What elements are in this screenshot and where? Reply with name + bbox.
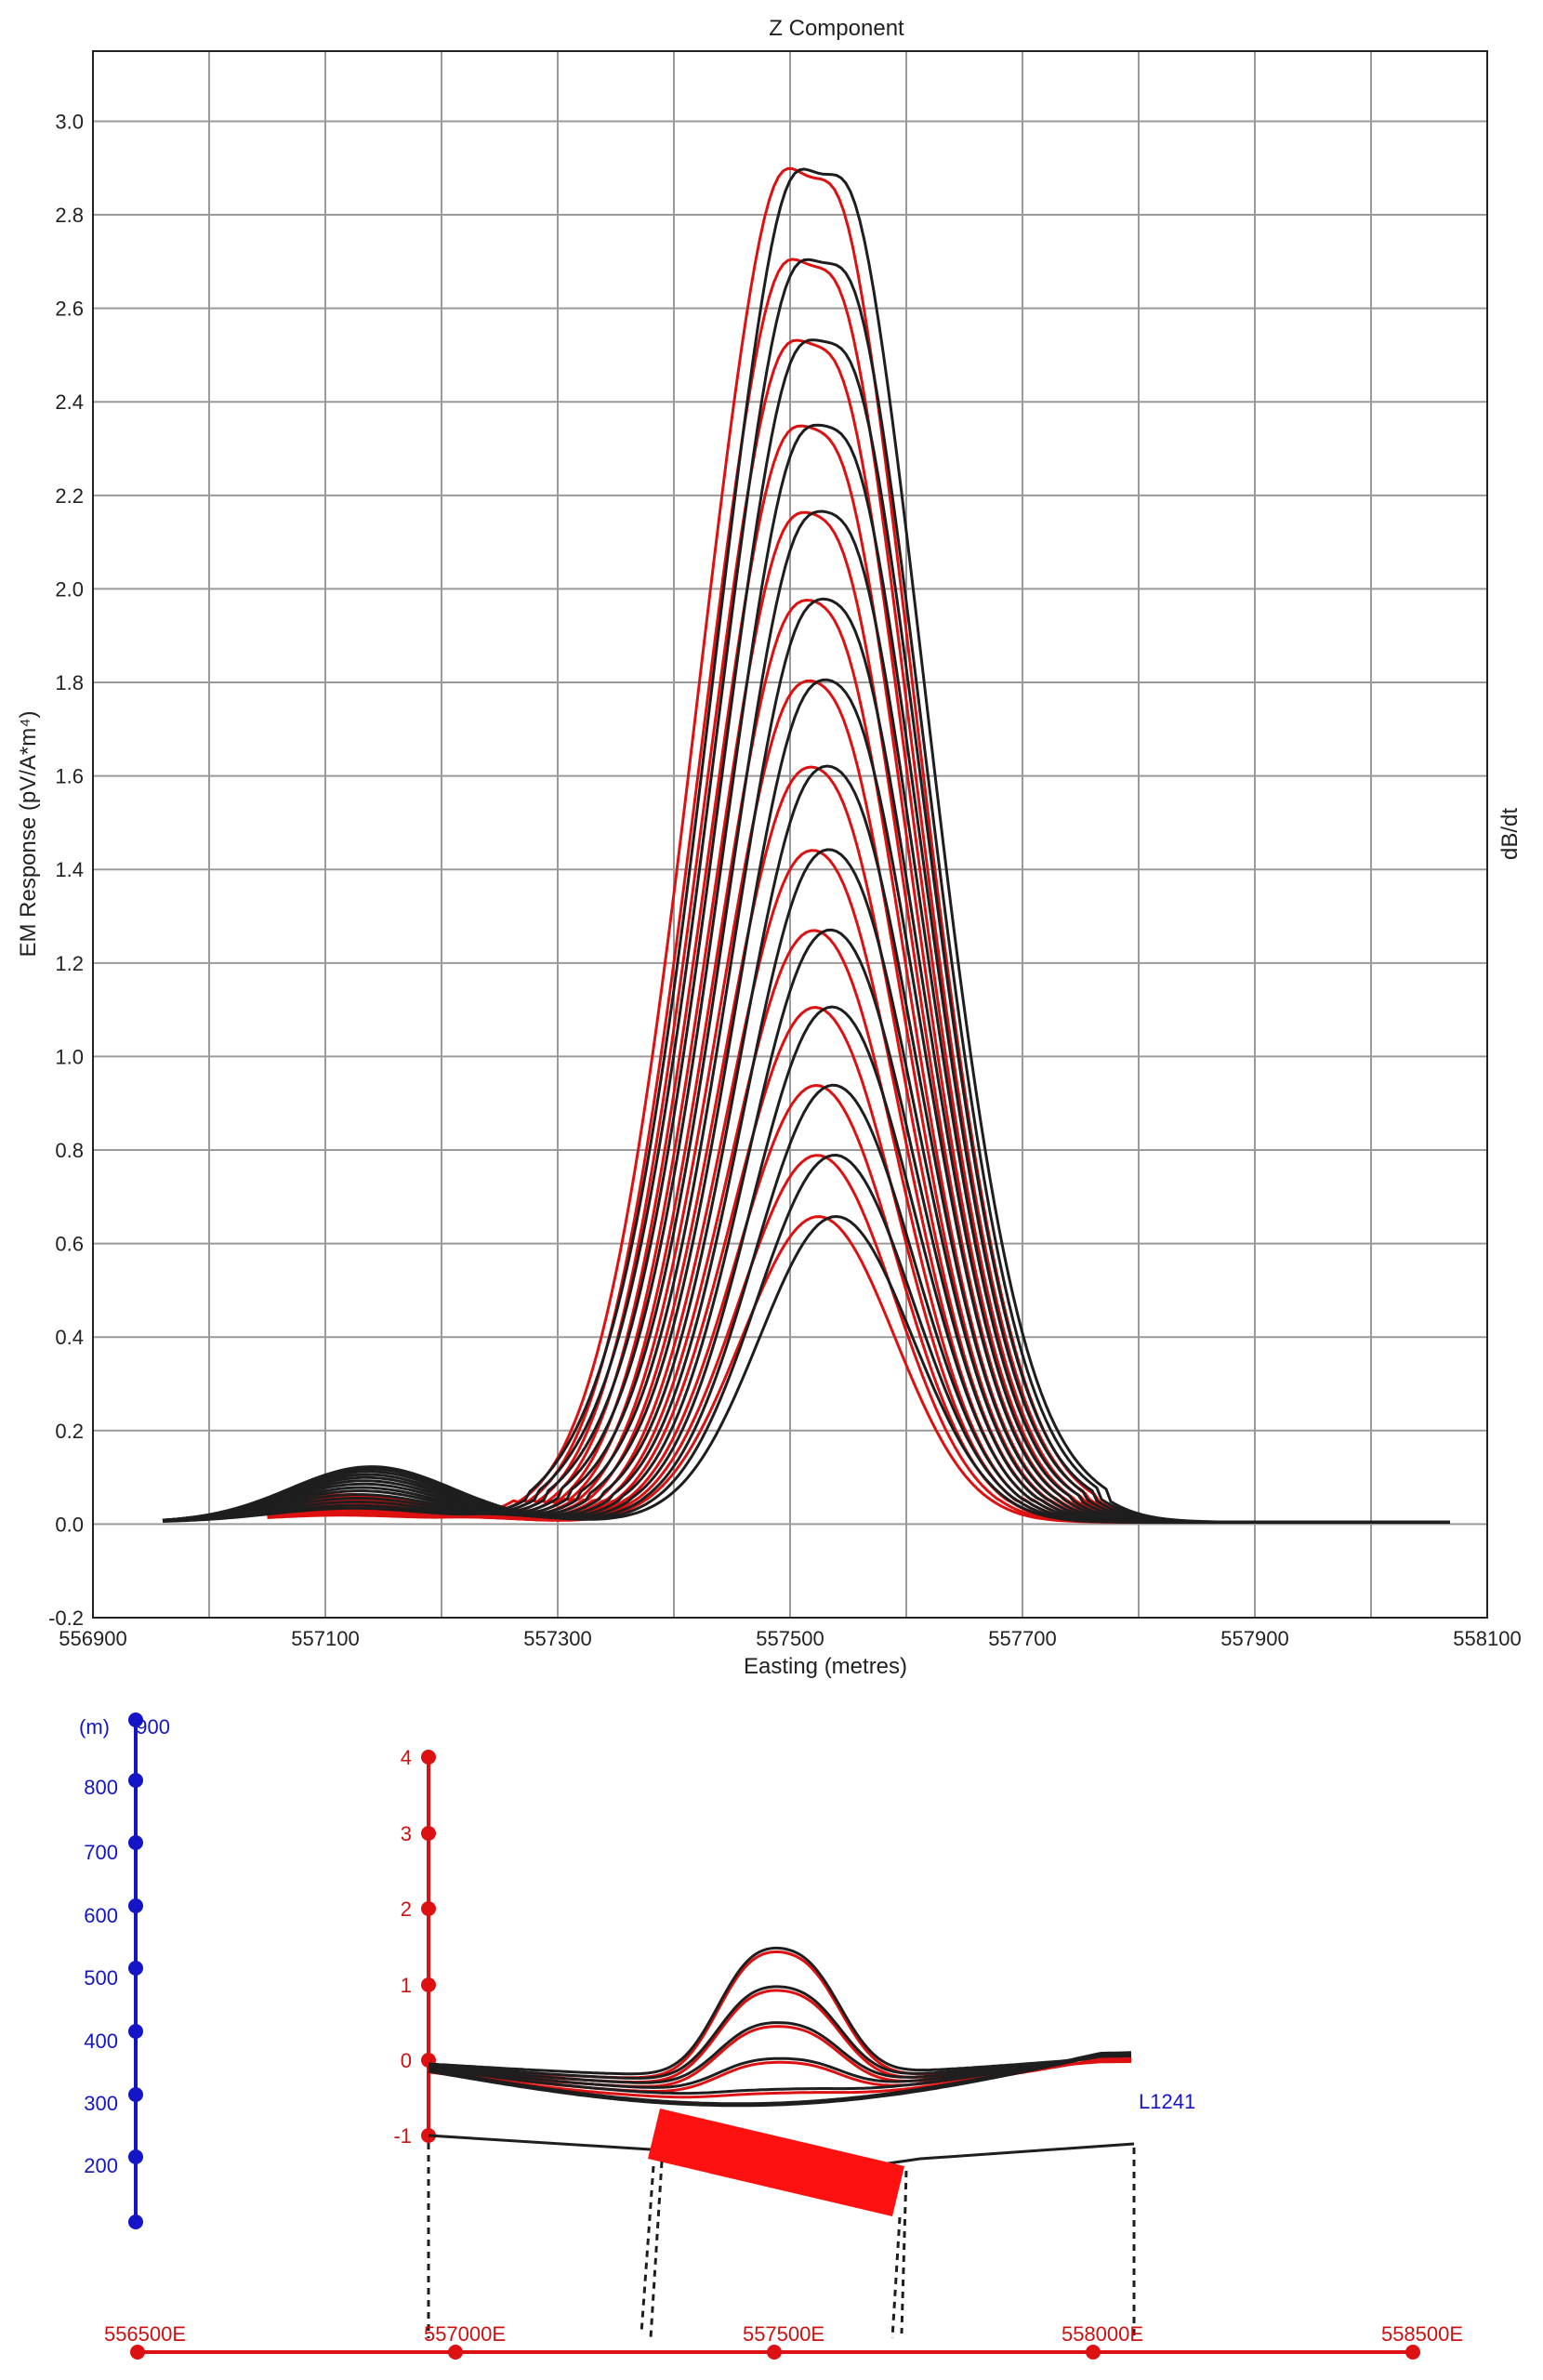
grid bbox=[92, 51, 1488, 1619]
response-axis: 4 3 2 1 0 -1 bbox=[393, 1746, 436, 2148]
y-tick-label: 3.0 bbox=[55, 110, 84, 133]
depth-tick-dot bbox=[128, 2149, 143, 2164]
y-tick-label: 0.0 bbox=[55, 1513, 84, 1536]
curves bbox=[162, 166, 1450, 1524]
observed-curve bbox=[162, 928, 1450, 1524]
y-tick-label: 0.4 bbox=[55, 1326, 84, 1349]
easting-tick-dot bbox=[1086, 2345, 1101, 2360]
y-tick-label: 2.8 bbox=[55, 204, 84, 227]
x-tick-label: 557300 bbox=[523, 1627, 591, 1650]
depth-tick-label: 200 bbox=[84, 2154, 118, 2177]
conductor-plate bbox=[427, 2109, 1136, 2339]
y-tick-label: 1.4 bbox=[55, 858, 84, 881]
response-tick-dot bbox=[421, 1901, 436, 1916]
y-tick-label: 0.2 bbox=[55, 1420, 84, 1443]
response-tick-dot bbox=[421, 1977, 436, 1992]
depth-tick-dot bbox=[128, 2024, 143, 2039]
section-baseline-curve bbox=[428, 2051, 1132, 2108]
easting-axis: 556500E 557000E 557500E 558000E 558500E bbox=[104, 2322, 1463, 2360]
response-tick-label: -1 bbox=[393, 2124, 412, 2148]
depth-tick-dot bbox=[128, 1898, 143, 1913]
x-axis-label: Easting (metres) bbox=[744, 1654, 907, 1679]
model-section: (m) 900 800 700 600 500 400 300 200 4 3 2 1 0 -1 5565… bbox=[79, 1712, 1463, 2360]
line-label: L1241 bbox=[1139, 2090, 1195, 2113]
y-tick-label: 2.2 bbox=[55, 484, 84, 508]
depth-tick-dot bbox=[128, 2087, 143, 2102]
y-tick-label: 1.0 bbox=[55, 1045, 84, 1068]
x-tick-label: 557700 bbox=[988, 1627, 1056, 1650]
y-tick-label: -0.2 bbox=[48, 1606, 84, 1630]
y-tick-label: 2.4 bbox=[55, 390, 84, 414]
observed-curve bbox=[162, 1005, 1450, 1524]
depth-axis: (m) 900 800 700 600 500 400 300 200 bbox=[79, 1712, 170, 2229]
profile-curves bbox=[428, 1946, 1132, 2108]
response-tick-label: 4 bbox=[401, 1746, 412, 1769]
plot-frame bbox=[92, 50, 1488, 1619]
depth-tick-label: 500 bbox=[84, 1966, 118, 1990]
y-tick-label: 1.2 bbox=[55, 952, 84, 975]
section-observed-curve bbox=[428, 2053, 1132, 2096]
observed-curve bbox=[162, 678, 1450, 1524]
depth-tick-dot bbox=[128, 2215, 143, 2229]
x-ticks: 556900 557100 557300 557500 557700 557900 5581… bbox=[59, 1627, 1521, 1650]
y-axis-label: EM Response (pV/A*m⁴) bbox=[16, 710, 41, 957]
x-tick-label: 557100 bbox=[291, 1627, 359, 1650]
observed-curve bbox=[162, 167, 1450, 1524]
depth-tick-label: 600 bbox=[84, 1904, 118, 1927]
y-tick-label: 2.6 bbox=[55, 298, 84, 321]
section-observed-curve bbox=[428, 1985, 1132, 2080]
depth-tick-label: 800 bbox=[84, 1776, 118, 1799]
projection-line bbox=[890, 2216, 902, 2339]
response-tick-label: 1 bbox=[401, 1974, 412, 1997]
response-tick-dot bbox=[421, 1826, 436, 1841]
y-ticks: -0.2 0.0 0.2 0.4 0.6 0.8 1.0 1.2 1.4 1.6 1.8 2.0 2.2… bbox=[48, 110, 84, 1630]
observed-curve bbox=[162, 1214, 1450, 1524]
y-tick-label: 1.6 bbox=[55, 765, 84, 788]
depth-tick-dot bbox=[128, 1712, 143, 1727]
easting-tick-dot bbox=[130, 2345, 145, 2360]
x-tick-label: 558100 bbox=[1453, 1627, 1521, 1650]
easting-tick-label: 557000E bbox=[424, 2322, 506, 2346]
easting-tick-dot bbox=[448, 2345, 463, 2360]
x-tick-label: 557900 bbox=[1220, 1627, 1288, 1650]
projection-line bbox=[649, 2161, 664, 2339]
depth-tick-label: 400 bbox=[84, 2030, 118, 2053]
easting-tick-dot bbox=[1405, 2345, 1420, 2360]
plate-body bbox=[648, 2109, 904, 2216]
depth-tick-label: 900 bbox=[136, 1715, 170, 1739]
y-axis-right-label: dB/dt bbox=[1497, 808, 1523, 860]
easting-tick-label: 556500E bbox=[104, 2322, 186, 2346]
response-tick-label: 3 bbox=[401, 1822, 412, 1845]
depth-tick-label: 300 bbox=[84, 2092, 118, 2115]
observed-curve bbox=[162, 597, 1450, 1524]
y-tick-label: 0.6 bbox=[55, 1233, 84, 1256]
easting-tick-label: 558500E bbox=[1381, 2322, 1463, 2346]
response-tick-dot bbox=[421, 1750, 436, 1765]
observed-curve bbox=[162, 258, 1450, 1524]
y-tick-label: 1.8 bbox=[55, 671, 84, 694]
easting-tick-dot bbox=[767, 2345, 782, 2360]
main-chart: Z Component -0.2 0.0 0.2 0.4 0.6 0.8 1.0 1.2 1.4… bbox=[16, 16, 1523, 1679]
depth-tick-dot bbox=[128, 1961, 143, 1976]
x-tick-label: 556900 bbox=[59, 1627, 126, 1650]
response-tick-label: 2 bbox=[401, 1897, 412, 1921]
depth-tick-label: 700 bbox=[84, 1841, 118, 1864]
y-tick-label: 2.0 bbox=[55, 577, 84, 601]
y-tick-label: 0.8 bbox=[55, 1139, 84, 1162]
depth-unit-label: (m) bbox=[79, 1715, 110, 1739]
depth-tick-dot bbox=[128, 1773, 143, 1788]
observed-curve bbox=[162, 764, 1450, 1524]
section-observed-curve bbox=[428, 1946, 1132, 2076]
modelled-curve bbox=[267, 598, 1197, 1524]
projection-line bbox=[640, 2165, 655, 2334]
depth-tick-dot bbox=[128, 1835, 143, 1850]
observed-curve bbox=[162, 509, 1450, 1524]
x-tick-label: 557500 bbox=[756, 1627, 824, 1650]
projection-line bbox=[900, 2170, 908, 2334]
response-tick-label: 0 bbox=[401, 2049, 412, 2072]
chart-title: Z Component bbox=[769, 16, 904, 41]
easting-tick-label: 557500E bbox=[743, 2322, 824, 2346]
easting-tick-label: 558000E bbox=[1062, 2322, 1143, 2346]
